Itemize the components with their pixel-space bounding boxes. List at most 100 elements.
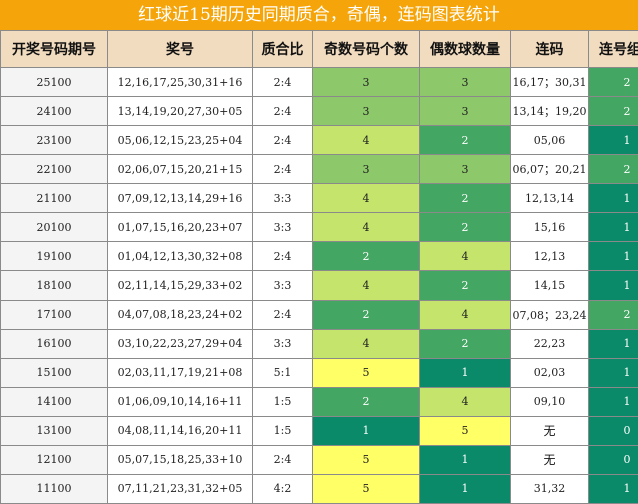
consecutive-cell: 02,03 (510, 357, 589, 388)
odd-count-cell: 5 (312, 473, 420, 504)
groups-cell: 1 (588, 183, 638, 214)
even-count-cell: 2 (419, 212, 511, 243)
numbers-cell: 07,11,21,23,31,32+05 (107, 473, 253, 504)
period-cell: 19100 (0, 241, 108, 272)
ratio-cell: 2:4 (252, 241, 313, 272)
odd-count-cell: 4 (312, 212, 420, 243)
groups-cell: 1 (588, 357, 638, 388)
groups-cell: 1 (588, 386, 638, 417)
consecutive-cell: 15,16 (510, 212, 589, 243)
period-cell: 13100 (0, 415, 108, 446)
even-count-cell: 3 (419, 154, 511, 185)
groups-cell: 2 (588, 66, 638, 98)
even-count-cell: 1 (419, 473, 511, 504)
consecutive-cell: 05,06 (510, 125, 589, 156)
groups-cell: 0 (588, 415, 638, 446)
numbers-cell: 12,16,17,25,30,31+16 (107, 66, 253, 98)
odd-count-cell: 4 (312, 270, 420, 301)
period-cell: 21100 (0, 183, 108, 214)
consecutive-cell: 06,07；20,21 (510, 154, 589, 185)
consecutive-cell: 16,17；30,31 (510, 66, 589, 98)
groups-cell: 1 (588, 473, 638, 504)
consecutive-cell: 31,32 (510, 473, 589, 504)
odd-count-cell: 5 (312, 444, 420, 475)
consecutive-cell: 14,15 (510, 270, 589, 301)
table-row: 16100 03,10,22,23,27,29+04 3:3 4 2 22,23 1 (0, 328, 638, 359)
even-count-cell: 4 (419, 241, 511, 272)
table-row: 13100 04,08,11,14,16,20+11 1:5 1 5 无 0 (0, 415, 638, 446)
even-count-cell: 2 (419, 270, 511, 301)
even-count-cell: 1 (419, 357, 511, 388)
col-header-odd-count: 奇数号码个数 (312, 30, 420, 68)
numbers-cell: 03,10,22,23,27,29+04 (107, 328, 253, 359)
numbers-cell: 04,08,11,14,16,20+11 (107, 415, 253, 446)
even-count-cell: 2 (419, 125, 511, 156)
table-row: 12100 05,07,15,18,25,33+10 2:4 5 1 无 0 (0, 444, 638, 475)
table-row: 18100 02,11,14,15,29,33+02 3:3 4 2 14,15 1 (0, 270, 638, 301)
odd-count-cell: 2 (312, 241, 420, 272)
ratio-cell: 3:3 (252, 212, 313, 243)
groups-cell: 2 (588, 96, 638, 127)
even-count-cell: 2 (419, 183, 511, 214)
ratio-cell: 2:4 (252, 299, 313, 330)
consecutive-cell: 07,08；23,24 (510, 299, 589, 330)
period-cell: 12100 (0, 444, 108, 475)
odd-count-cell: 2 (312, 386, 420, 417)
table-row: 23100 05,06,12,15,23,25+04 2:4 4 2 05,06 1 (0, 125, 638, 156)
odd-count-cell: 4 (312, 125, 420, 156)
ratio-cell: 1:5 (252, 415, 313, 446)
table-row: 25100 12,16,17,25,30,31+16 2:4 3 3 16,17；30,3… (0, 66, 638, 98)
consecutive-cell: 09,10 (510, 386, 589, 417)
ratio-cell: 2:4 (252, 154, 313, 185)
numbers-cell: 01,06,09,10,14,16+11 (107, 386, 253, 417)
even-count-cell: 2 (419, 328, 511, 359)
period-cell: 15100 (0, 357, 108, 388)
numbers-cell: 02,11,14,15,29,33+02 (107, 270, 253, 301)
odd-count-cell: 4 (312, 183, 420, 214)
page-title: 红球近15期历史同期质合，奇偶，连码图表统计 (0, 0, 638, 31)
numbers-cell: 07,09,12,13,14,29+16 (107, 183, 253, 214)
even-count-cell: 3 (419, 96, 511, 127)
period-cell: 16100 (0, 328, 108, 359)
period-cell: 23100 (0, 125, 108, 156)
period-cell: 22100 (0, 154, 108, 185)
numbers-cell: 05,06,12,15,23,25+04 (107, 125, 253, 156)
ratio-cell: 2:4 (252, 444, 313, 475)
even-count-cell: 4 (419, 386, 511, 417)
table-row: 15100 02,03,11,17,19,21+08 5:1 5 1 02,03 1 (0, 357, 638, 388)
groups-cell: 1 (588, 212, 638, 243)
ratio-cell: 4:2 (252, 473, 313, 504)
col-header-even-count: 偶数球数量 (419, 30, 511, 68)
col-header-groups: 连号组数 (588, 30, 638, 68)
ratio-cell: 3:3 (252, 328, 313, 359)
ratio-cell: 3:3 (252, 183, 313, 214)
groups-cell: 1 (588, 241, 638, 272)
period-cell: 18100 (0, 270, 108, 301)
ratio-cell: 2:4 (252, 66, 313, 98)
ratio-cell: 2:4 (252, 96, 313, 127)
period-cell: 11100 (0, 473, 108, 504)
odd-count-cell: 5 (312, 357, 420, 388)
even-count-cell: 5 (419, 415, 511, 446)
consecutive-cell: 22,23 (510, 328, 589, 359)
header-row: 开奖号码期号 奖号 质合比 奇数号码个数 偶数球数量 连码 连号组数 (0, 30, 638, 68)
period-cell: 17100 (0, 299, 108, 330)
numbers-cell: 04,07,08,18,23,24+02 (107, 299, 253, 330)
consecutive-cell: 12,13,14 (510, 183, 589, 214)
table-row: 24100 13,14,19,20,27,30+05 2:4 3 3 13,14；19,2… (0, 96, 638, 127)
period-cell: 25100 (0, 66, 108, 98)
odd-count-cell: 2 (312, 299, 420, 330)
ratio-cell: 5:1 (252, 357, 313, 388)
table-row: 20100 01,07,15,16,20,23+07 3:3 4 2 15,16 1 (0, 212, 638, 243)
numbers-cell: 05,07,15,18,25,33+10 (107, 444, 253, 475)
odd-count-cell: 3 (312, 66, 420, 98)
groups-cell: 1 (588, 328, 638, 359)
period-cell: 20100 (0, 212, 108, 243)
groups-cell: 2 (588, 154, 638, 185)
stats-table: 开奖号码期号 奖号 质合比 奇数号码个数 偶数球数量 连码 连号组数 25100… (0, 30, 638, 504)
col-header-numbers: 奖号 (107, 30, 253, 68)
odd-count-cell: 1 (312, 415, 420, 446)
ratio-cell: 3:3 (252, 270, 313, 301)
consecutive-cell: 无 (510, 444, 589, 475)
